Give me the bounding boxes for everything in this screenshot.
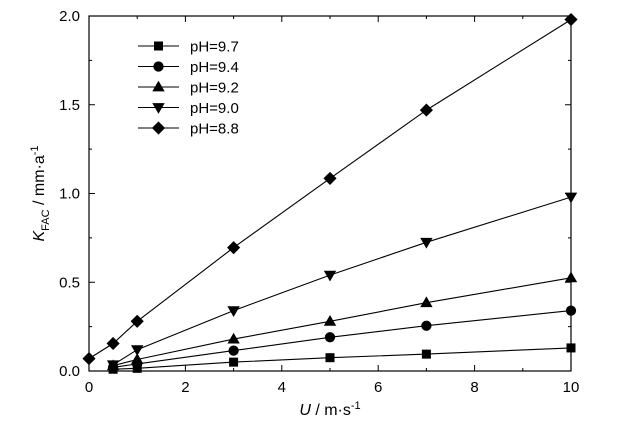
y-tick-label: 1.0 bbox=[59, 186, 80, 203]
y-axis-title: KFAC / mm·a-1 bbox=[29, 145, 52, 241]
data-point-circle bbox=[565, 305, 577, 316]
y-tick-label: 2.0 bbox=[59, 8, 80, 25]
series-line bbox=[112, 277, 572, 367]
data-point-triangle-up bbox=[323, 315, 337, 326]
legend-item: pH=9.4 bbox=[138, 59, 239, 76]
y-tick-label: 0.5 bbox=[59, 274, 80, 291]
x-tick-label: 10 bbox=[563, 379, 580, 396]
data-point-circle bbox=[421, 320, 432, 331]
x-tick-label: 4 bbox=[278, 379, 286, 396]
x-tick-label: 0 bbox=[85, 379, 93, 396]
legend-marker-triangle-up bbox=[152, 80, 165, 92]
series-pH-9-4 bbox=[107, 305, 577, 373]
data-point-circle bbox=[324, 332, 336, 343]
legend-label: pH=9.0 bbox=[190, 100, 239, 117]
data-point-triangle-down bbox=[323, 270, 337, 282]
data-point-triangle-down bbox=[227, 306, 240, 317]
data-point-diamond bbox=[323, 171, 337, 185]
y-tick-label: 1.5 bbox=[59, 97, 80, 114]
data-point-square bbox=[229, 357, 239, 367]
legend: pH=9.7 pH=9.4 pH=9.2 pH=9.0 pH=8.8 bbox=[138, 39, 239, 138]
data-point-diamond bbox=[106, 336, 120, 351]
data-point-triangle-down bbox=[106, 360, 120, 372]
series-pH-9-7 bbox=[108, 343, 576, 374]
series-pH-8-8 bbox=[82, 12, 578, 366]
data-point-square bbox=[325, 353, 335, 363]
data-point-triangle-up bbox=[564, 271, 578, 283]
x-tick-label: 6 bbox=[374, 379, 382, 396]
legend-label: pH=9.4 bbox=[190, 59, 239, 76]
legend-item: pH=9.0 bbox=[138, 100, 239, 117]
legend-label: pH=9.2 bbox=[190, 80, 239, 97]
legend-marker-circle bbox=[153, 61, 164, 72]
data-point-diamond bbox=[227, 241, 241, 255]
x-axis-title: U / m·s-1 bbox=[299, 400, 360, 419]
data-point-diamond bbox=[564, 12, 578, 27]
legend-item: pH=9.7 bbox=[138, 39, 239, 56]
legend-label: pH=8.8 bbox=[190, 121, 239, 138]
data-point-triangle-down bbox=[131, 345, 144, 356]
data-point-diamond bbox=[82, 352, 96, 366]
legend-marker-triangle-down bbox=[152, 103, 165, 114]
series-line bbox=[112, 196, 572, 366]
data-point-square bbox=[421, 349, 431, 359]
data-point-diamond bbox=[130, 314, 144, 328]
data-point-square bbox=[566, 343, 576, 353]
legend-item: pH=9.2 bbox=[138, 80, 239, 97]
data-point-triangle-up bbox=[227, 332, 240, 344]
data-point-triangle-down bbox=[420, 237, 433, 249]
series-line bbox=[113, 347, 572, 370]
legend-marker-diamond bbox=[151, 121, 166, 135]
legend-label: pH=9.7 bbox=[190, 39, 239, 56]
series-pH-9-0 bbox=[106, 192, 578, 372]
data-point-triangle-down bbox=[564, 192, 578, 204]
data-point-circle bbox=[228, 345, 239, 356]
x-tick-label: 2 bbox=[181, 379, 189, 396]
legend-marker-square bbox=[153, 41, 163, 51]
data-point-triangle-up bbox=[131, 353, 144, 364]
legend-item: pH=8.8 bbox=[138, 121, 239, 138]
series-pH-9-2 bbox=[106, 271, 578, 371]
data-point-triangle-up bbox=[420, 296, 433, 308]
y-tick-label: 0.0 bbox=[59, 363, 80, 380]
data-point-diamond bbox=[419, 103, 433, 117]
x-tick-label: 8 bbox=[470, 379, 478, 396]
